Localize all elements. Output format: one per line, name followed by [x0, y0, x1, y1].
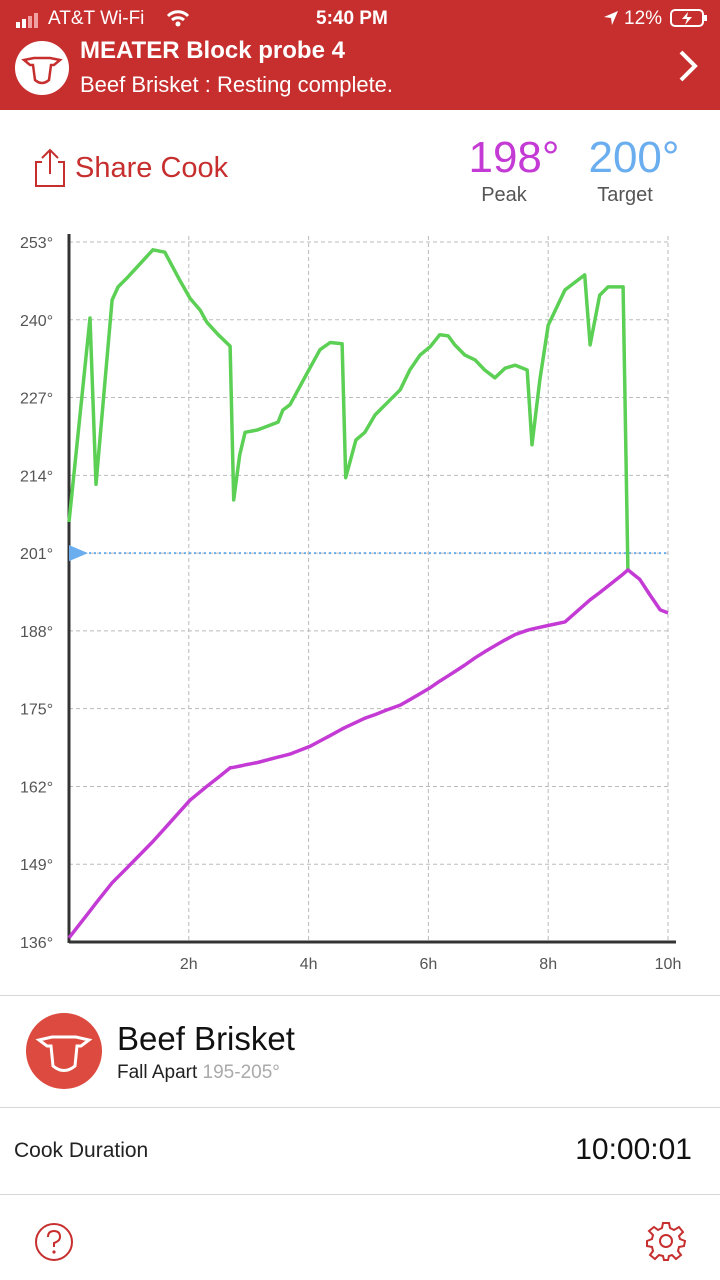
- notification-message: Beef Brisket : Resting complete.: [80, 72, 394, 97]
- doneness: Fall Apart 195-205°: [117, 1062, 280, 1084]
- divider: [0, 1107, 720, 1108]
- share-icon[interactable]: [32, 148, 68, 190]
- x-tick-label: 10h: [655, 956, 682, 973]
- x-tick-label: 6h: [420, 956, 438, 973]
- help-button[interactable]: [33, 1221, 75, 1263]
- duration-label: Cook Duration: [14, 1139, 149, 1162]
- y-tick-label: 188°: [20, 624, 53, 641]
- probe-avatar: [15, 41, 69, 95]
- share-button[interactable]: Share Cook: [75, 152, 229, 184]
- duration-value: 10:00:01: [575, 1133, 692, 1166]
- y-tick-label: 227°: [20, 391, 53, 408]
- clock: 5:40 PM: [316, 8, 388, 29]
- notification-banner[interactable]: AT&T Wi-Fi 5:40 PM 12% MEATER Block prob…: [0, 0, 720, 110]
- peak-value: 198°: [468, 133, 560, 182]
- y-tick-label: 162°: [20, 779, 53, 796]
- signal-icon: [16, 13, 38, 28]
- y-tick-label: 201°: [20, 546, 53, 563]
- y-tick-label: 240°: [20, 313, 53, 330]
- settings-button[interactable]: [645, 1220, 687, 1262]
- temperature-line: [67, 568, 669, 939]
- recipe-name: Beef Brisket: [117, 1020, 295, 1057]
- y-tick-label: 149°: [20, 857, 53, 874]
- target-value: 200°: [588, 133, 680, 182]
- y-tick-label: 214°: [20, 468, 53, 485]
- temperature-line: [67, 248, 630, 570]
- battery-icon: [670, 9, 707, 27]
- x-tick-label: 4h: [300, 956, 318, 973]
- y-tick-label: 136°: [20, 935, 53, 952]
- notification-title: MEATER Block probe 4: [80, 37, 345, 64]
- target-marker: [69, 545, 88, 562]
- target-label: Target: [597, 184, 653, 206]
- y-tick-label: 175°: [20, 702, 53, 719]
- y-tick-label: 253°: [20, 235, 53, 252]
- temperature-chart: 136° 149° 162° 175° 188° 201° 214° 227° 240° 253°…: [20, 234, 682, 973]
- location-icon: [604, 11, 618, 25]
- x-tick-label: 2h: [180, 956, 198, 973]
- wifi-icon: [166, 10, 190, 27]
- battery-percent: 12%: [624, 8, 663, 29]
- divider: [0, 995, 720, 996]
- chevron-icon[interactable]: [676, 48, 700, 84]
- divider: [0, 1194, 720, 1195]
- doneness-range: 195-205°: [202, 1062, 280, 1083]
- peak-label: Peak: [481, 184, 527, 206]
- carrier: AT&T Wi-Fi: [48, 8, 145, 29]
- x-tick-label: 8h: [539, 956, 557, 973]
- recipe-icon: [26, 1013, 102, 1089]
- doneness-label: Fall Apart: [117, 1062, 198, 1083]
